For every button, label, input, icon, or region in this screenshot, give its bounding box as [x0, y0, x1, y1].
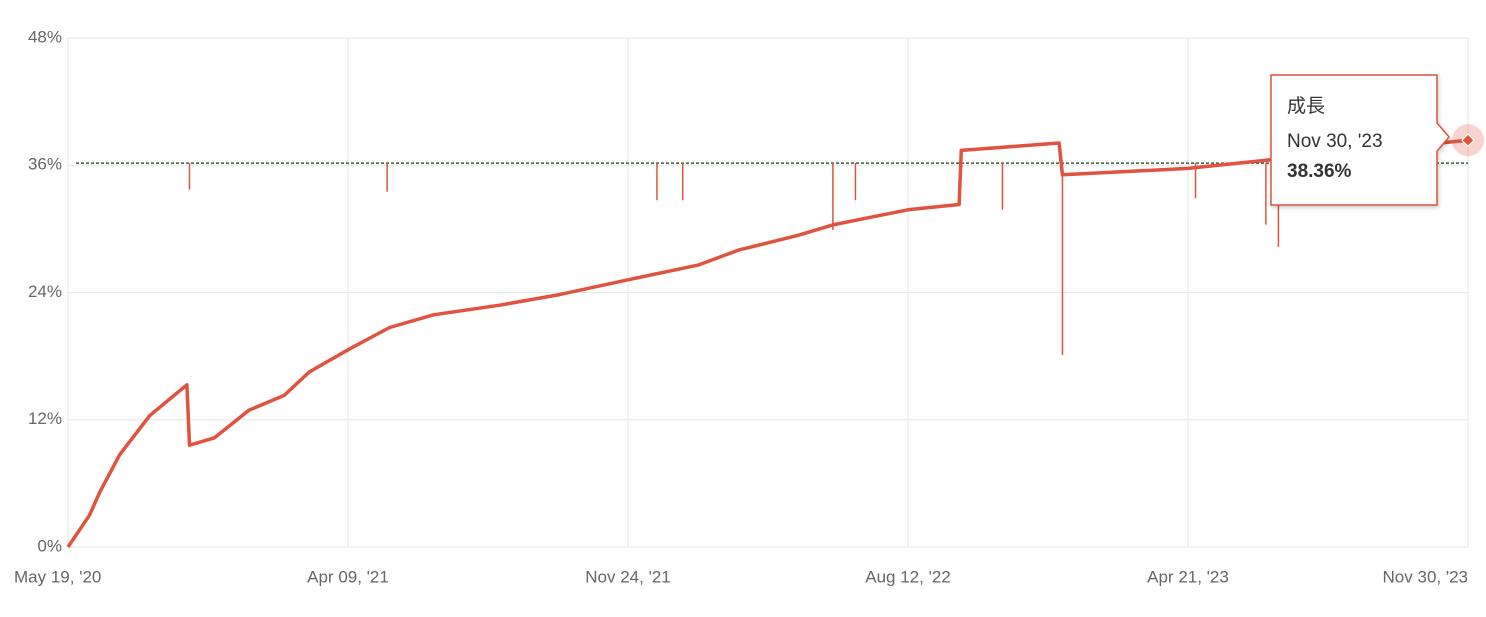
bar — [188, 163, 191, 190]
x-tick-label: May 19, '20 — [14, 567, 101, 586]
point-marker — [1461, 133, 1475, 147]
x-tick-label: Nov 30, '23 — [1383, 567, 1468, 586]
y-tick-label: 12% — [28, 409, 62, 428]
x-tick-label: Apr 09, '21 — [307, 567, 389, 586]
bar — [1194, 163, 1197, 199]
bar — [681, 163, 684, 201]
tooltip-box — [1270, 74, 1450, 206]
tooltip-series: 成長 — [1287, 95, 1325, 117]
x-tick-label: Aug 12, '22 — [865, 567, 950, 586]
tooltip-value: 38.36% — [1287, 161, 1352, 182]
y-tick-label: 48% — [28, 27, 62, 46]
bar — [386, 163, 388, 192]
y-tick-label: 0% — [37, 536, 62, 555]
bar — [1061, 163, 1064, 356]
tooltip-date: Nov 30, '23 — [1287, 131, 1383, 152]
y-tick-label: 36% — [28, 155, 62, 174]
bar — [656, 163, 658, 201]
x-tick-label: Nov 24, '21 — [585, 567, 670, 586]
bar — [1001, 163, 1004, 210]
bar — [1265, 163, 1267, 225]
line — [66, 138, 1469, 548]
tooltip: 成長 Nov 30, '23 38.36% — [1270, 74, 1450, 206]
y-tick-label: 24% — [28, 282, 62, 301]
bar — [832, 163, 834, 230]
bar — [854, 163, 857, 201]
x-tick-label: Apr 21, '23 — [1147, 567, 1229, 586]
